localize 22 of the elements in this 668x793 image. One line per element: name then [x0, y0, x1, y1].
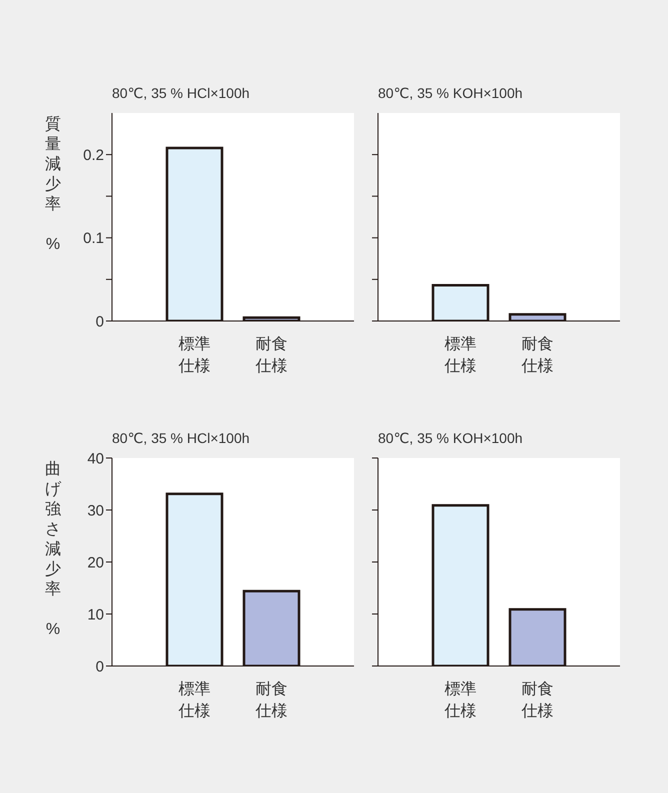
chart-title: 80℃, 35 % KOH×100h — [378, 85, 523, 102]
x-tick-label: 標準仕様 — [178, 335, 210, 375]
chart-title: 80℃, 35 % HCl×100h — [112, 430, 250, 447]
chart-title: 80℃, 35 % HCl×100h — [112, 85, 250, 102]
x-tick-label: 標準仕様 — [444, 680, 476, 720]
x-tick-label: 耐食仕様 — [254, 335, 288, 375]
x-tick-label: 標準仕様 — [178, 680, 210, 720]
text: 質量減少率 % — [45, 116, 61, 253]
text: 曲げ強さ減少率 % — [45, 461, 61, 638]
y-tick-label: 20 — [87, 554, 104, 572]
y-tick-label: 10 — [87, 606, 104, 624]
x-tick-label: 耐食仕様 — [520, 680, 554, 720]
x-tick-label: 標準仕様 — [444, 335, 476, 375]
y-tick-label: 0 — [96, 313, 104, 330]
x-tick-label: 耐食仕様 — [254, 680, 288, 720]
y-tick-label: 30 — [87, 502, 104, 520]
y-tick-label: 40 — [87, 450, 104, 468]
chart-title: 80℃, 35 % KOH×100h — [378, 430, 523, 447]
y-tick-label: 0.2 — [83, 146, 104, 164]
y-tick-label: 0.1 — [83, 230, 104, 248]
x-tick-label: 耐食仕様 — [520, 335, 554, 375]
y-tick-label: 0 — [96, 658, 104, 676]
